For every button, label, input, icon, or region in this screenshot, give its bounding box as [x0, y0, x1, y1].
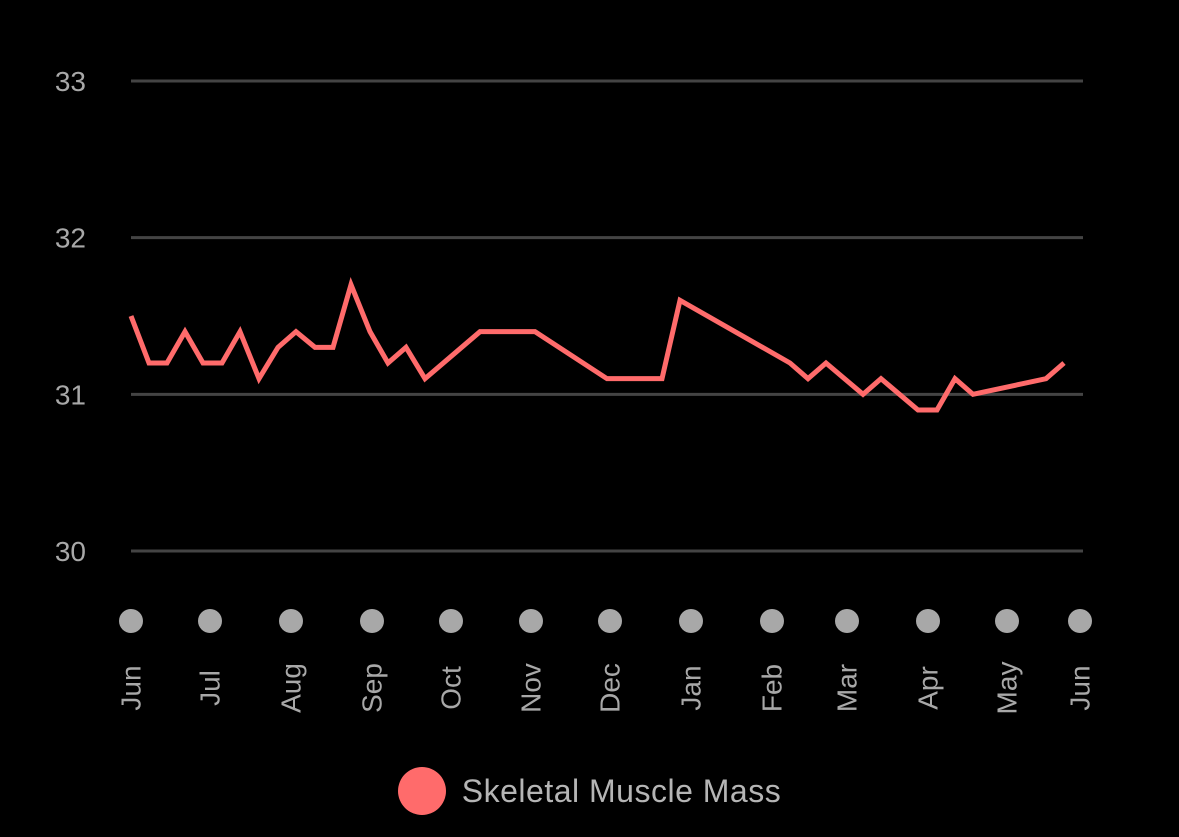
series-line: [128, 277, 1066, 413]
x-tick-dot: [679, 609, 703, 633]
x-tick-dot: [598, 609, 622, 633]
x-tick-dot: [360, 609, 384, 633]
gridlines: [131, 79, 1083, 553]
x-tick-dot: [119, 609, 143, 633]
x-tick-dot: [519, 609, 543, 633]
x-tick-label: Apr: [913, 666, 944, 710]
x-tick-label: Jun: [1065, 665, 1096, 710]
x-tick-dot: [760, 609, 784, 633]
x-tick-label: Nov: [516, 663, 547, 713]
x-tick-dot: [1068, 609, 1092, 633]
y-axis-tick-labels: 33 32 31 30: [55, 66, 86, 567]
x-tick-dot: [198, 609, 222, 633]
y-tick-label: 33: [55, 66, 86, 97]
legend-swatch: [397, 767, 446, 815]
x-tick-label: Oct: [436, 666, 467, 710]
x-tick-dot: [279, 609, 303, 633]
x-tick-label: Sep: [357, 663, 388, 713]
legend: Skeletal Muscle Mass: [0, 766, 1179, 816]
x-tick-dot: [995, 609, 1019, 633]
y-tick-label: 32: [55, 223, 86, 254]
x-axis-ticks: Jun Jul Aug Sep Oct Nov Dec Jan Feb Mar Apr May Jun: [116, 609, 1096, 714]
x-tick-label: Jun: [116, 665, 147, 710]
x-tick-dot: [439, 609, 463, 633]
x-tick-dot: [916, 609, 940, 633]
x-tick-label: Feb: [757, 664, 788, 712]
series-lines: [128, 277, 1066, 413]
y-tick-label: 31: [55, 379, 86, 410]
x-tick-label: Jul: [195, 670, 226, 706]
y-tick-label: 30: [55, 536, 86, 567]
legend-label: Skeletal Muscle Mass: [461, 772, 782, 809]
x-tick-label: Dec: [595, 663, 626, 713]
x-tick-dot: [835, 609, 859, 633]
x-tick-label: Jan: [676, 665, 707, 710]
x-tick-label: Mar: [832, 664, 863, 712]
x-tick-label: Aug: [276, 663, 307, 713]
x-tick-label: May: [992, 662, 1023, 715]
